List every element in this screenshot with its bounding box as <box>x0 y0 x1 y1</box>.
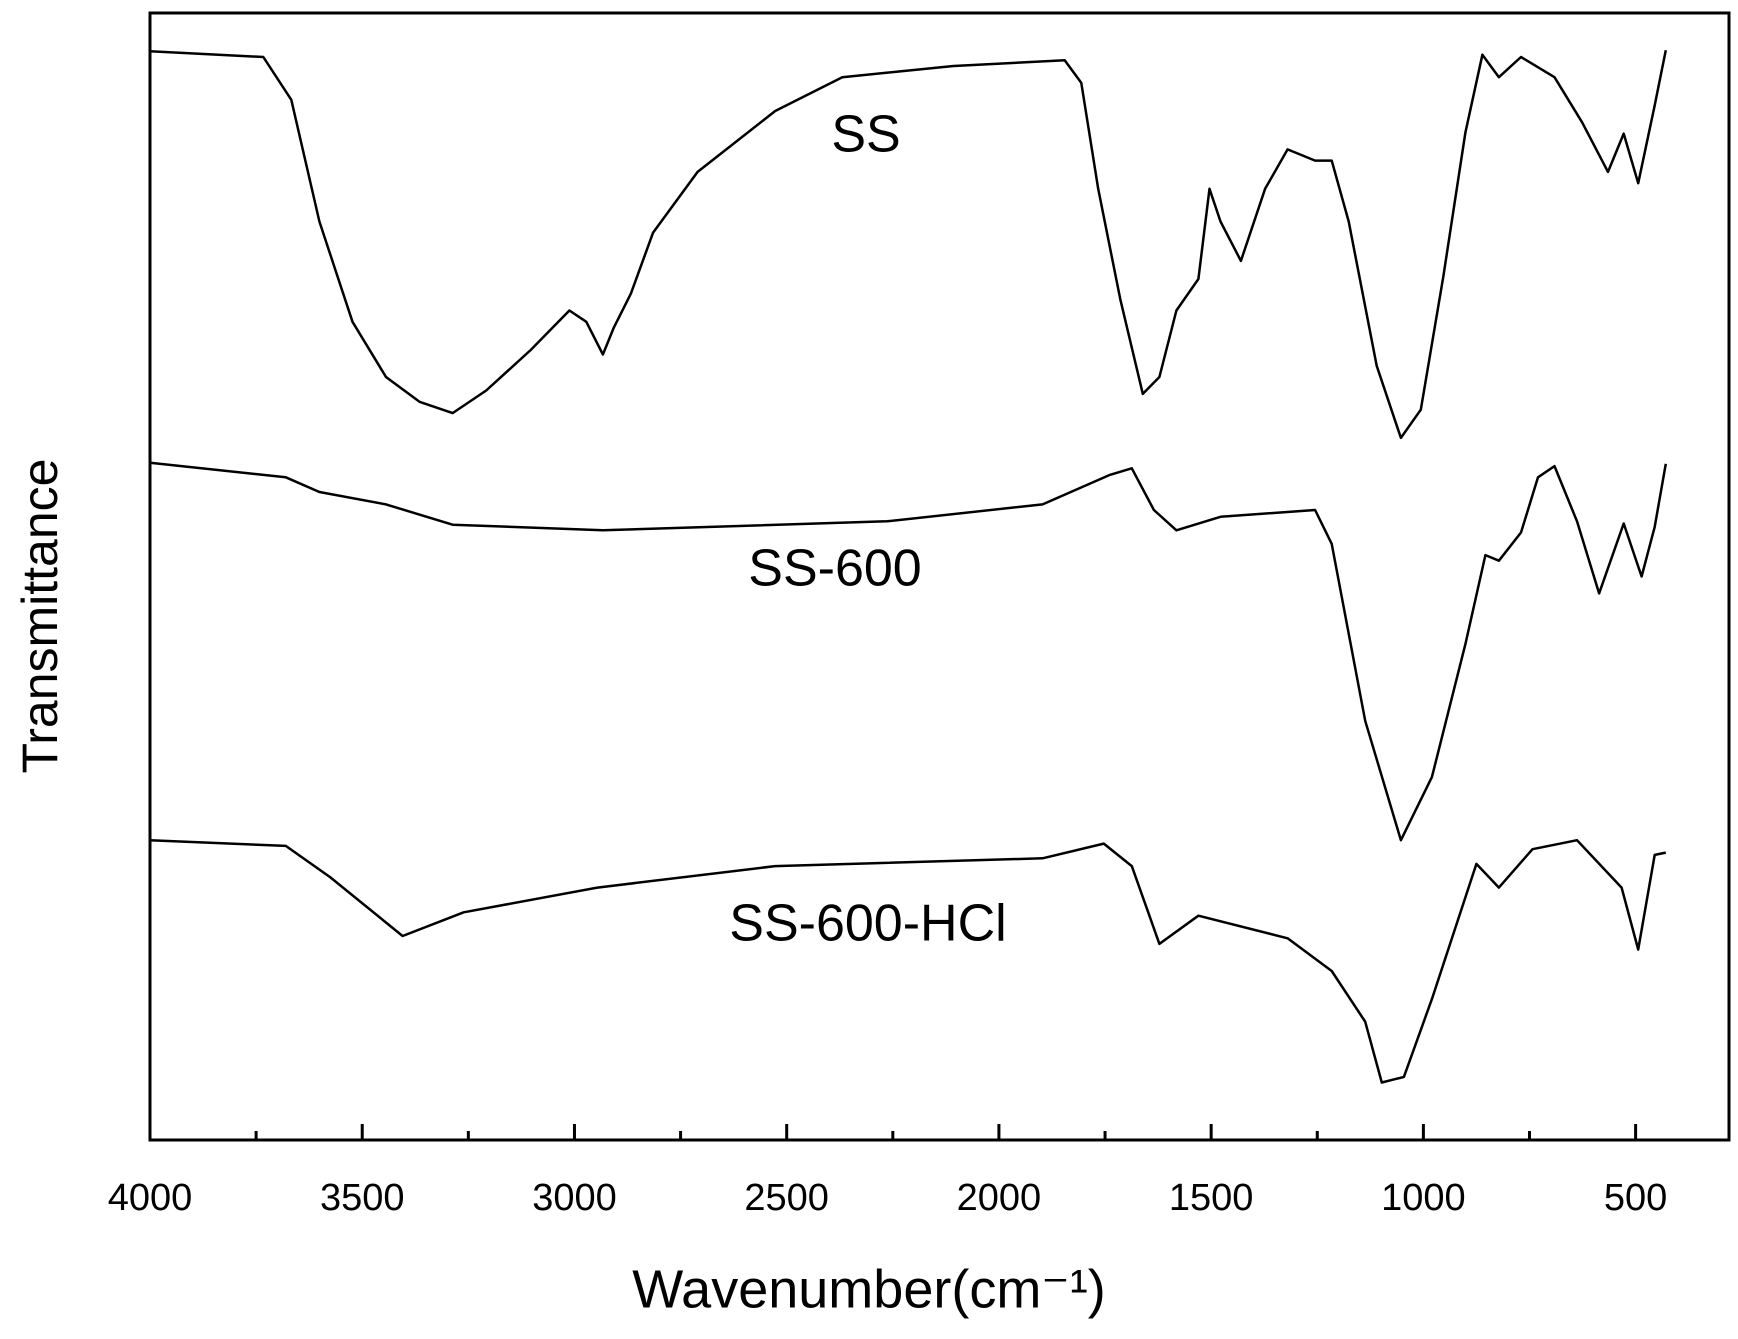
x-tick-label: 2000 <box>957 1177 1042 1219</box>
series-label: SS <box>831 106 900 164</box>
x-tick-label: 4000 <box>108 1177 193 1219</box>
series-label: SS-600-HCl <box>729 895 1006 953</box>
x-tick-label: 2500 <box>744 1177 829 1219</box>
x-tick-label: 3000 <box>532 1177 617 1219</box>
x-tick-label: 3500 <box>320 1177 405 1219</box>
spectrum-line <box>149 838 1667 1084</box>
series-label: SS-600 <box>748 540 921 598</box>
plot-frame <box>148 11 1731 1142</box>
x-tick-label: 500 <box>1604 1177 1667 1219</box>
x-axis-title: Wavenumber(cm⁻¹) <box>632 1259 1106 1319</box>
spectrum-line <box>149 461 1668 842</box>
y-axis-title: Transmittance <box>12 459 68 774</box>
x-tick-label: 1500 <box>1169 1177 1254 1219</box>
spectrum-line <box>149 49 1668 440</box>
x-tick-label: 1000 <box>1381 1177 1466 1219</box>
